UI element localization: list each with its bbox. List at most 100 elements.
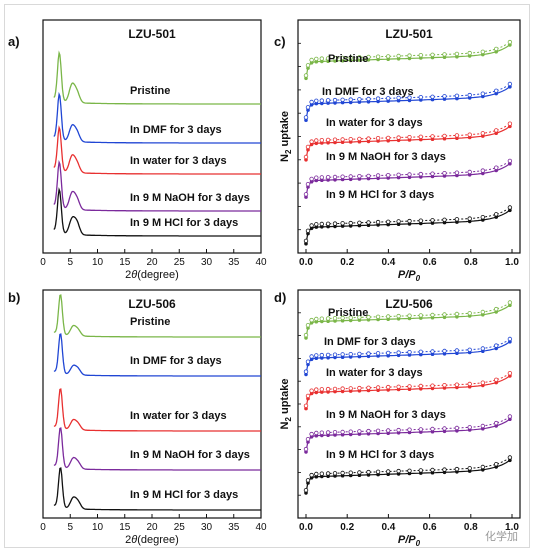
data-point-open	[375, 385, 381, 390]
data-point-open	[430, 218, 435, 223]
data-point-open	[348, 220, 353, 226]
xrd-panel-b: b) LZU-506 0 5 10 15 20 25 30 35 40 2θ(degree) Prist…	[8, 289, 267, 546]
data-point-open	[314, 175, 319, 180]
x-tick-label: 10	[92, 257, 104, 268]
data-point-open	[480, 309, 485, 315]
data-point-open	[386, 384, 391, 390]
data-point-open	[366, 96, 371, 102]
data-point-open	[319, 316, 324, 321]
isotherm-panel-c: c) LZU-501 0.0 0.2 0.4 0.6 0.8 1.0 P/P0 N2 uptake…	[274, 19, 521, 283]
data-point-open	[348, 470, 353, 475]
data-point-open	[375, 351, 381, 356]
x-tick-label: 0.4	[381, 522, 395, 533]
data-point-open	[325, 386, 331, 392]
data-point-open	[325, 352, 331, 358]
data-point-open	[303, 115, 309, 120]
x-axis-label: P/P0	[398, 534, 421, 548]
data-point-open	[454, 170, 460, 175]
data-point-open	[494, 306, 499, 312]
data-point-open	[357, 429, 362, 434]
data-point-open	[418, 468, 423, 473]
data-point-open	[332, 430, 338, 435]
data-point-open	[507, 158, 513, 164]
data-point-open	[303, 238, 309, 244]
data-point-open	[386, 428, 391, 433]
x-tick-label: 25	[174, 257, 186, 268]
data-point-open	[407, 95, 412, 100]
data-point-open	[340, 97, 345, 102]
data-point-open	[375, 96, 381, 101]
series-line	[53, 388, 261, 432]
data-point-open	[480, 49, 485, 54]
data-point-open	[332, 352, 338, 357]
data-point-open	[442, 52, 447, 57]
data-point-open	[442, 94, 447, 99]
y-axis-label: N2 uptake	[279, 379, 293, 430]
data-point-open	[325, 430, 331, 435]
data-point-open	[396, 219, 401, 224]
data-point-open	[332, 137, 338, 142]
series-label: In 9 M NaOH for 3 days	[326, 151, 446, 163]
data-point-open	[407, 134, 412, 140]
data-point-open	[319, 56, 324, 61]
data-point-open	[314, 222, 319, 227]
data-point-open	[348, 97, 353, 102]
chart-title: LZU-506	[128, 297, 176, 311]
series-label: Pristine	[328, 53, 368, 65]
data-point-open	[348, 174, 353, 179]
data-point-open	[454, 466, 460, 472]
data-point-open	[340, 352, 345, 357]
x-tick-label: 40	[255, 522, 267, 533]
x-tick-label: 15	[119, 522, 131, 533]
data-point-open	[480, 346, 485, 351]
data-point-open	[309, 472, 314, 478]
series-line	[53, 467, 261, 511]
data-point-open	[430, 383, 435, 388]
data-point-open	[303, 488, 309, 493]
data-point-open	[305, 181, 311, 187]
data-point-open	[303, 73, 309, 78]
data-point-open	[467, 216, 472, 221]
data-point-open	[340, 470, 345, 476]
data-point-open	[319, 471, 324, 476]
data-point-open	[480, 380, 485, 385]
data-point-open	[396, 172, 401, 177]
data-point-open	[418, 94, 423, 100]
data-point-open	[467, 347, 472, 352]
x-tick-label: 35	[228, 257, 240, 268]
data-point-open	[314, 56, 319, 62]
data-point-open	[314, 98, 319, 103]
y-axis-label: N2 uptake	[279, 111, 293, 162]
data-point-open	[309, 223, 314, 228]
data-point-open	[325, 137, 331, 143]
series-label: Pristine	[328, 307, 368, 319]
data-point-open	[348, 386, 353, 391]
data-point-open	[309, 354, 314, 359]
data-point-open	[305, 359, 311, 364]
data-point-open	[332, 316, 338, 321]
data-point-open	[305, 393, 311, 399]
data-point-open	[396, 427, 401, 433]
data-point-open	[340, 221, 345, 226]
data-point-open	[430, 426, 435, 432]
data-point-open	[325, 221, 331, 226]
data-point-open	[340, 55, 345, 61]
data-point-open	[314, 430, 319, 436]
data-point-open	[480, 91, 485, 96]
series-label: In 9 M NaOH for 3 days	[326, 409, 446, 421]
data-point-open	[314, 353, 319, 358]
series-label: In water for 3 days	[326, 367, 423, 379]
x-tick-label: 5	[67, 257, 73, 268]
data-point-open	[314, 471, 319, 477]
data-point-open	[357, 470, 362, 475]
data-point-open	[303, 403, 309, 408]
data-point-open	[348, 315, 353, 320]
data-point-open	[507, 39, 513, 45]
data-point-open	[507, 455, 513, 460]
data-point-open	[430, 349, 435, 354]
data-point-open	[309, 99, 314, 105]
data-point-open	[442, 170, 447, 176]
data-point-open	[494, 88, 499, 93]
data-point-open	[442, 217, 447, 222]
